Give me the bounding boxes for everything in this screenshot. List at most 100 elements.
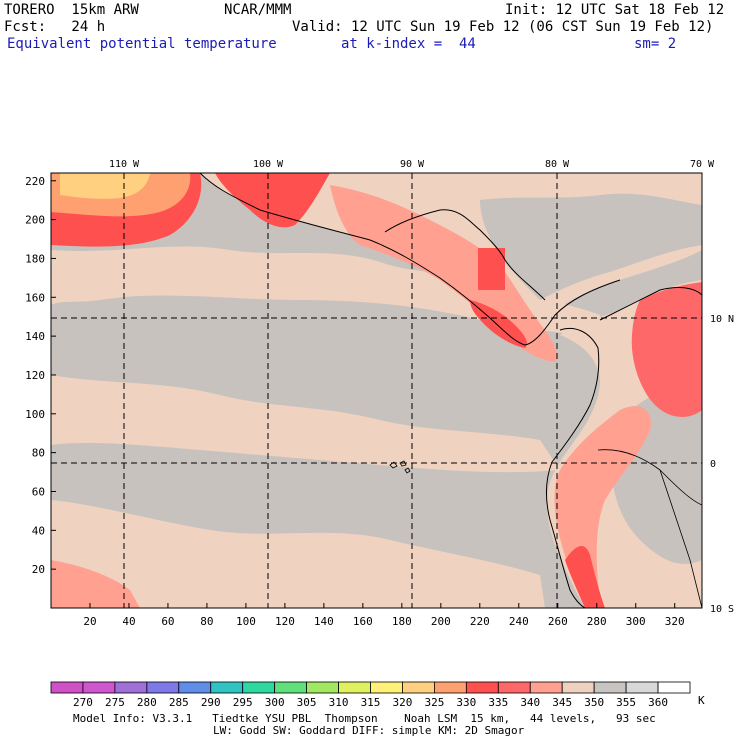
warm-ocean-band-south xyxy=(51,500,545,608)
theta-e-max-peru xyxy=(565,545,605,608)
colorbar-swatch xyxy=(82,681,116,694)
colorbar-label: 275 xyxy=(105,696,125,709)
colorbar-swatch xyxy=(274,681,307,694)
coastline-colombia-north xyxy=(599,287,703,321)
theta-e-max-honduras xyxy=(478,248,505,290)
theta-e-max-northwest xyxy=(60,173,150,199)
y-tick-label: 100 xyxy=(25,408,45,421)
valid-time: Valid: 12 UTC Sun 19 Feb 12 (06 CST Sun … xyxy=(292,19,714,35)
colorbar-swatch xyxy=(625,681,659,694)
x-tick-label: 160 xyxy=(353,615,373,628)
colorbar-swatch xyxy=(657,681,691,694)
x-tick-label: 200 xyxy=(431,615,451,628)
colorbar-label: 355 xyxy=(616,696,636,709)
colorbar-label: 320 xyxy=(393,696,413,709)
colorbar-swatch xyxy=(497,681,531,694)
y-tick-label: 180 xyxy=(25,252,45,265)
latitude-labels: 10 N 0 10 S xyxy=(710,314,734,615)
colorbar-swatch xyxy=(50,681,84,694)
colorbar-swatch xyxy=(114,681,148,694)
warm-ocean-band-north xyxy=(51,246,600,340)
forecast-hour: Fcst: 24 h xyxy=(4,19,106,35)
theta-e-high-colombia xyxy=(631,282,702,417)
colorbar-swatch xyxy=(146,681,180,694)
colorbar-label: 340 xyxy=(520,696,540,709)
colorbar-label: 345 xyxy=(552,696,572,709)
longitude-labels: 110 W 100 W 90 W 80 W 70 W xyxy=(109,159,715,170)
colorbar-label: 310 xyxy=(329,696,349,709)
lon-label-100w: 100 W xyxy=(253,159,284,170)
lat-lon-grid xyxy=(51,173,702,608)
x-axis: 20 40 60 80 100 120 140 160 180 200 220 240 260 280 30… xyxy=(83,603,685,628)
colorbar-label: 315 xyxy=(361,696,381,709)
colorbar-swatch xyxy=(338,681,371,694)
lat-label-10n: 10 N xyxy=(710,314,734,325)
colorbar-swatch xyxy=(593,681,627,694)
country-border-ecuador xyxy=(597,449,703,506)
map-frame xyxy=(50,172,703,609)
colorbar-swatch xyxy=(402,681,435,694)
colorbar-label: 305 xyxy=(297,696,317,709)
center-label: NCAR/MMM xyxy=(224,2,292,18)
y-tick-label: 40 xyxy=(32,524,45,537)
x-tick-label: 300 xyxy=(626,615,646,628)
lon-label-110w: 110 W xyxy=(109,159,140,170)
x-tick-label: 120 xyxy=(275,615,295,628)
y-tick-label: 80 xyxy=(32,447,45,460)
x-tick-label: 140 xyxy=(314,615,334,628)
y-tick-label: 160 xyxy=(25,291,45,304)
lon-label-80w: 80 W xyxy=(545,159,570,170)
map-panel xyxy=(50,172,703,609)
colorbar-swatch xyxy=(178,681,212,694)
colorbar-label: 360 xyxy=(648,696,668,709)
y-axis: 20 40 60 80 100 120 140 160 180 200 220 xyxy=(25,175,56,576)
colorbar-label: 335 xyxy=(488,696,508,709)
colorbar-swatch xyxy=(370,681,403,694)
y-tick-label: 140 xyxy=(25,330,45,343)
model-info-line: Model Info: V3.3.1 Tiedtke YSU PBL Thomp… xyxy=(73,712,656,725)
colorbar-label: 325 xyxy=(424,696,444,709)
lat-label-10s: 10 S xyxy=(710,604,734,615)
x-tick-label: 260 xyxy=(548,615,568,628)
colorbar-swatch xyxy=(433,681,467,694)
colorbar-swatch xyxy=(529,681,563,694)
x-tick-label: 20 xyxy=(83,615,96,628)
init-time: Init: 12 UTC Sat 18 Feb 12 xyxy=(505,2,725,18)
theta-e-max-costa-rica xyxy=(470,300,527,348)
y-tick-label: 220 xyxy=(25,175,45,188)
y-tick-label: 20 xyxy=(32,563,45,576)
theta-e-high-mexico-coast xyxy=(215,173,330,228)
lon-label-90w: 90 W xyxy=(400,159,425,170)
caribbean-sea xyxy=(480,193,702,300)
physics-info-line: LW: Godd SW: Goddard DIFF: simple KM: 2D… xyxy=(213,724,525,737)
colorbar-swatch xyxy=(306,681,339,694)
x-tick-label: 60 xyxy=(161,615,174,628)
field-name: Equivalent potential temperature xyxy=(7,36,277,52)
x-tick-label: 280 xyxy=(587,615,607,628)
x-tick-label: 320 xyxy=(665,615,685,628)
theta-e-high-southwest xyxy=(51,560,140,608)
colorbar-label: 295 xyxy=(233,696,253,709)
smoothing-label: sm= 2 xyxy=(634,36,677,52)
y-tick-label: 200 xyxy=(25,214,45,227)
colorbar-label: 350 xyxy=(584,696,604,709)
colorbar-unit: K xyxy=(698,694,705,707)
y-tick-label: 120 xyxy=(25,369,45,382)
lat-label-0: 0 xyxy=(710,459,716,470)
x-tick-label: 40 xyxy=(122,615,135,628)
x-tick-label: 220 xyxy=(470,615,490,628)
colorbar-label: 330 xyxy=(456,696,476,709)
colorbar-label: 290 xyxy=(201,696,221,709)
coastline-caribbean xyxy=(384,209,546,301)
colorbar-label: 280 xyxy=(137,696,157,709)
coastline-south-america xyxy=(546,327,600,609)
lon-label-70w: 70 W xyxy=(690,159,715,170)
x-tick-label: 80 xyxy=(200,615,213,628)
model-title: TORERO 15km ARW xyxy=(4,2,139,18)
colorbar-label: 285 xyxy=(169,696,189,709)
country-border-peru xyxy=(659,469,703,609)
colorbar-swatch xyxy=(210,681,244,694)
colorbar-swatch xyxy=(242,681,276,694)
y-tick-label: 60 xyxy=(32,485,45,498)
